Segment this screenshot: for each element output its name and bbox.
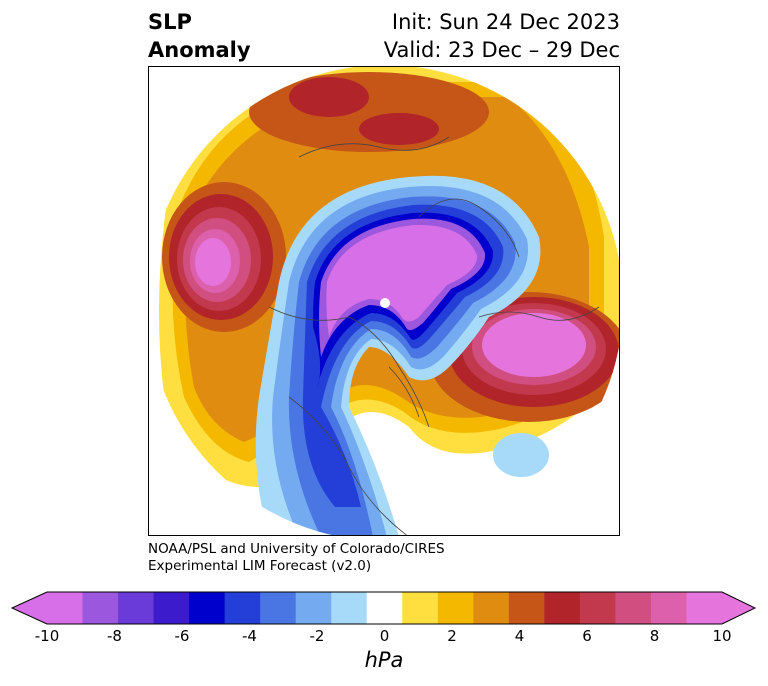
anomaly-field bbox=[149, 67, 619, 535]
init-date: Init: Sun 24 Dec 2023 bbox=[391, 10, 620, 34]
colorbar-swatch bbox=[686, 592, 723, 624]
colorbar-tick-label: -8 bbox=[107, 627, 122, 645]
coastlines bbox=[268, 136, 600, 535]
colorbar-tick-label: -2 bbox=[309, 627, 325, 645]
plot-title: SLP Anomaly bbox=[148, 8, 251, 64]
credit-line-1: NOAA/PSL and University of Colorado/CIRE… bbox=[148, 541, 445, 557]
colorbar-swatch bbox=[437, 592, 474, 624]
credit-line-2: Experimental LIM Forecast (v2.0) bbox=[148, 558, 372, 574]
colorbar-unit: hPa bbox=[364, 648, 404, 672]
colorbar-tick-label: -6 bbox=[174, 627, 190, 645]
colorbar-swatch bbox=[366, 592, 403, 624]
colorbar-swatch bbox=[579, 592, 616, 624]
slp-anomaly-map bbox=[148, 66, 620, 536]
title-line-2: Anomaly bbox=[148, 38, 251, 62]
colorbar-svg bbox=[10, 591, 757, 625]
colorbar-tick-label: 4 bbox=[514, 627, 525, 645]
colorbar-tick-label: -4 bbox=[242, 627, 257, 645]
colorbar-extend-max bbox=[722, 592, 755, 624]
colorbar-tick-label: 10 bbox=[712, 627, 732, 645]
colorbar-swatch bbox=[82, 592, 119, 624]
colorbar-swatch bbox=[650, 592, 687, 624]
colorbar-outline bbox=[10, 591, 757, 625]
colorbar-swatch bbox=[544, 592, 581, 624]
colorbar-tick-label: 6 bbox=[582, 627, 592, 645]
colorbar-swatch bbox=[331, 592, 368, 624]
colorbar-swatch bbox=[189, 592, 226, 624]
colorbar-swatch bbox=[153, 592, 190, 624]
colorbar bbox=[0, 588, 768, 628]
valid-date-range: Valid: 23 Dec – 29 Dec bbox=[383, 38, 620, 62]
colorbar-swatch bbox=[224, 592, 261, 624]
colorbar-tick-label: 2 bbox=[447, 627, 457, 645]
colorbar-tick-label: -10 bbox=[34, 627, 60, 645]
colorbar-extend-min bbox=[12, 592, 47, 624]
colorbar-swatch bbox=[118, 592, 155, 624]
date-info: Init: Sun 24 Dec 2023 Valid: 23 Dec – 29… bbox=[384, 8, 620, 64]
colorbar-tick-labels: -10 -8 -6 -4 -2 0 2 4 6 8 10 bbox=[0, 627, 768, 649]
colorbar-swatch bbox=[473, 592, 510, 624]
colorbar-swatch bbox=[47, 592, 84, 624]
colorbar-swatch bbox=[295, 592, 332, 624]
colorbar-tick-label: 0 bbox=[379, 627, 390, 645]
map-svg bbox=[149, 67, 619, 535]
colorbar-swatch bbox=[260, 592, 297, 624]
colorbar-swatch bbox=[508, 592, 545, 624]
title-line-1: SLP bbox=[148, 10, 192, 34]
colorbar-tick-label: 8 bbox=[649, 627, 660, 645]
colorbar-swatch bbox=[615, 592, 652, 624]
credit-text: NOAA/PSL and University of Colorado/CIRE… bbox=[148, 541, 445, 575]
colorbar-swatch bbox=[402, 592, 439, 624]
